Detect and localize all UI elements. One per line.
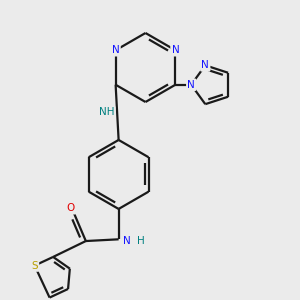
Text: N: N (123, 236, 131, 246)
Text: S: S (31, 261, 38, 271)
Text: N: N (201, 60, 209, 70)
Text: O: O (67, 203, 75, 213)
Text: H: H (137, 236, 145, 246)
Text: NH: NH (99, 107, 114, 117)
Text: N: N (187, 80, 195, 90)
Text: N: N (112, 45, 119, 55)
Text: N: N (172, 45, 179, 55)
